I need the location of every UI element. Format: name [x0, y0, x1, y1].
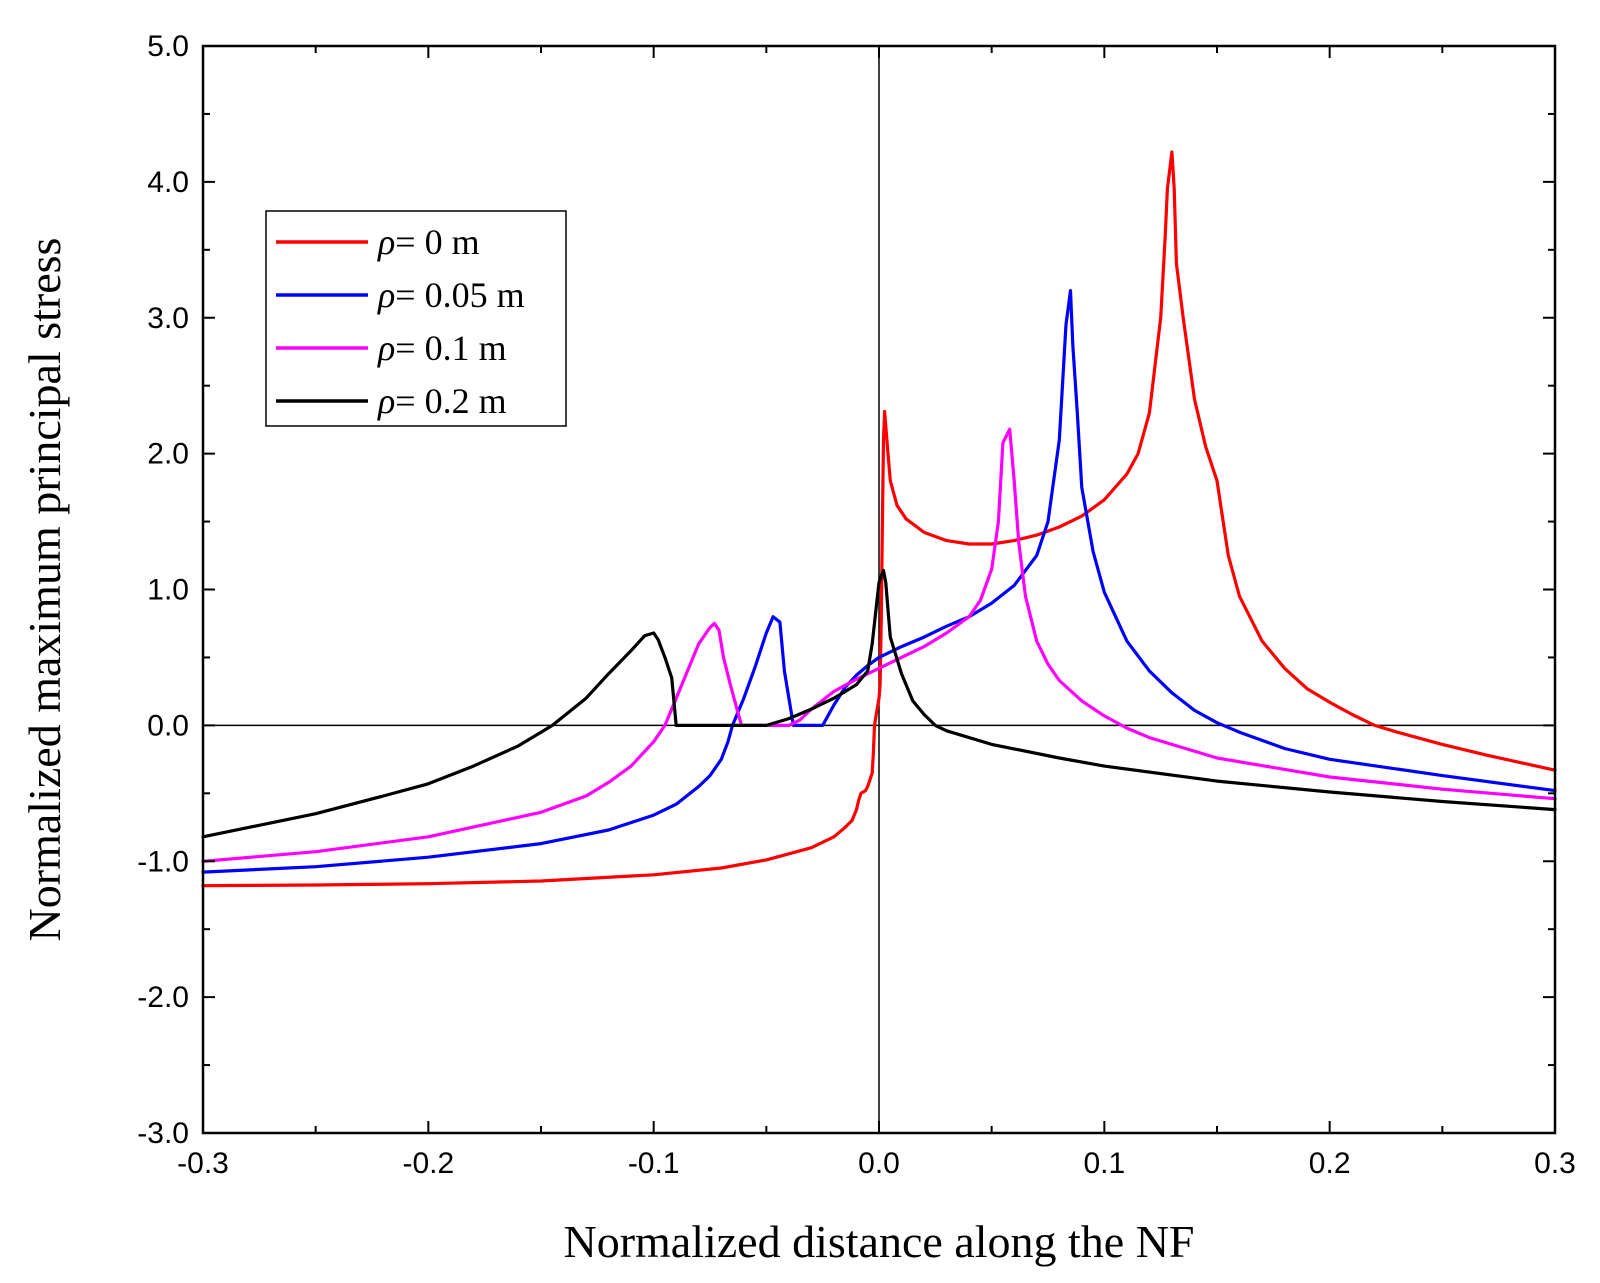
y-tick-label: -3.0 [137, 1117, 189, 1150]
legend-label-text: = 0.2 m [395, 381, 506, 421]
x-tick-label: -0.3 [177, 1147, 229, 1180]
ticks-layer: -0.3 -0.2 -0.1 0.0 0.1 0.2 0.3 -3.0 -2.0 -1.0 0.0 1… [137, 30, 1576, 1180]
y-tick-label: -2.0 [137, 981, 189, 1014]
legend-label-symbol: ρ [377, 328, 395, 368]
legend-label: ρ= 0.1 m [377, 328, 507, 368]
series-line-4 [201, 568, 1557, 839]
y-tick-label: 2.0 [147, 438, 189, 471]
x-tick-label: 0.3 [1534, 1147, 1576, 1180]
y-axis-title: Normalized maximum principal stress [19, 238, 70, 942]
legend-label: ρ= 0.2 m [377, 381, 507, 421]
legend: ρ= 0 mρ= 0.05 mρ= 0.1 mρ= 0.2 m [265, 210, 567, 427]
legend-label-symbol: ρ [377, 222, 395, 262]
y-tick-label: 0.0 [147, 709, 189, 742]
x-tick-label: 0.0 [858, 1147, 900, 1180]
series-line-3 [201, 427, 1557, 863]
x-tick-label: 0.2 [1309, 1147, 1351, 1180]
legend-label: ρ= 0.05 m [377, 275, 525, 315]
x-axis-title: Normalized distance along the NF [563, 1216, 1194, 1267]
legend-label-symbol: ρ [377, 381, 395, 421]
legend-label: ρ= 0 m [377, 222, 480, 262]
y-tick-label: 3.0 [147, 302, 189, 335]
x-tick-label: -0.2 [402, 1147, 454, 1180]
series-line-1 [201, 150, 1557, 888]
y-tick-label: 5.0 [147, 30, 189, 63]
series-line-2 [201, 289, 1557, 874]
legend-label-text: = 0.05 m [395, 275, 524, 315]
series-layer [201, 150, 1557, 888]
legend-box [265, 210, 567, 427]
legend-label-text: = 0.1 m [395, 328, 506, 368]
y-tick-label: -1.0 [137, 845, 189, 878]
y-tick-label: 1.0 [147, 574, 189, 607]
x-tick-label: -0.1 [628, 1147, 680, 1180]
legend-label-symbol: ρ [377, 275, 395, 315]
y-tick-label: 4.0 [147, 166, 189, 199]
legend-label-text: = 0 m [395, 222, 479, 262]
x-tick-label: 0.1 [1083, 1147, 1125, 1180]
